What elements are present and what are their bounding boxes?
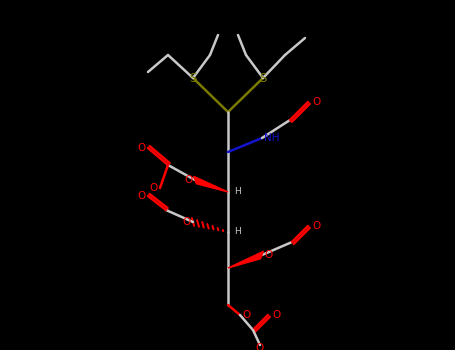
Text: O: O xyxy=(242,310,250,320)
Text: H: H xyxy=(234,228,241,237)
Text: O: O xyxy=(272,310,280,320)
Text: H: H xyxy=(234,188,241,196)
Polygon shape xyxy=(194,176,228,192)
Text: O: O xyxy=(150,183,158,193)
Text: S: S xyxy=(189,71,197,84)
Text: S: S xyxy=(259,71,267,84)
Polygon shape xyxy=(228,251,263,268)
Text: O: O xyxy=(312,221,320,231)
Text: O: O xyxy=(183,217,191,227)
Text: O: O xyxy=(185,175,193,185)
Text: O: O xyxy=(138,143,146,153)
Text: O: O xyxy=(264,250,272,260)
Text: NH: NH xyxy=(264,133,279,143)
Text: O: O xyxy=(138,191,146,201)
Text: O: O xyxy=(256,343,264,350)
Text: O: O xyxy=(312,97,320,107)
